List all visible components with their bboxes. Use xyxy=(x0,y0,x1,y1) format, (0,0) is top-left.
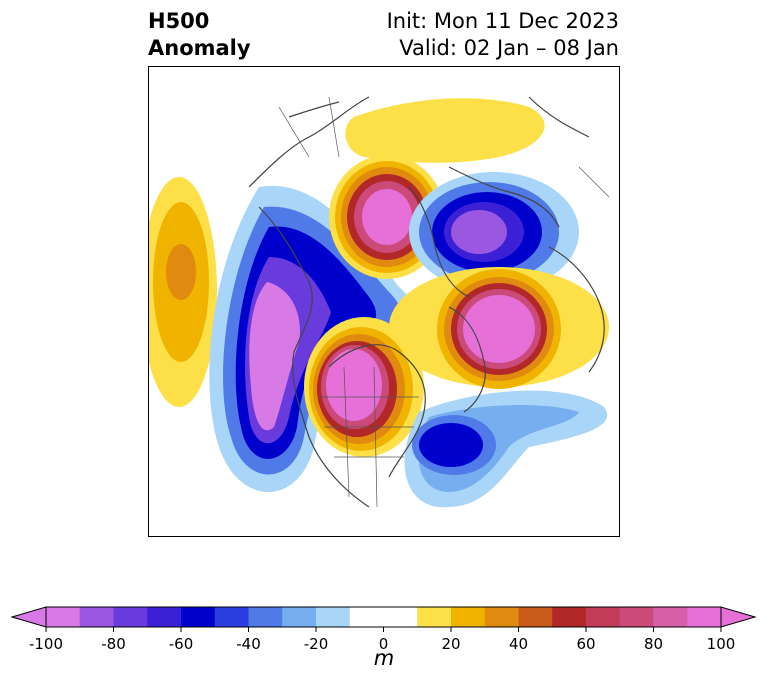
colorbar-tick-label: 0 xyxy=(379,635,389,653)
colorbar-swatch xyxy=(552,607,587,627)
map-title: H500 Anomaly xyxy=(148,8,251,62)
colorbar-tick-label: -60 xyxy=(169,635,194,653)
siberian-trough xyxy=(409,172,579,292)
colorbar-swatch xyxy=(653,607,688,627)
north-america-ridge xyxy=(304,317,424,457)
colorbar-swatch xyxy=(383,607,418,627)
atlantic-trough xyxy=(404,390,608,508)
colorbar: -100 -80 -60 -40 -20 0 20 40 60 80 100 xyxy=(10,606,757,653)
colorbar-tick-label: 100 xyxy=(707,635,736,653)
pacific-ridge xyxy=(149,177,217,407)
colorbar-swatch xyxy=(79,607,114,627)
colorbar-tick-label: 80 xyxy=(644,635,663,653)
colorbar-tick-label: -100 xyxy=(29,635,63,653)
colorbar-swatches xyxy=(46,607,722,627)
colorbar-swatch xyxy=(518,607,553,627)
colorbar-tick-label: -40 xyxy=(236,635,261,653)
colorbar-tick-label: -20 xyxy=(304,635,329,653)
colorbar-label: m xyxy=(373,646,395,670)
colorbar-swatch xyxy=(484,607,519,627)
colorbar-tick-label: 60 xyxy=(576,635,595,653)
colorbar-swatch xyxy=(147,607,182,627)
colorbar-swatch xyxy=(349,607,384,627)
title-variable: H500 xyxy=(148,9,210,33)
colorbar-swatch xyxy=(687,607,722,627)
colorbar-tick-label: 40 xyxy=(509,635,528,653)
colorbar-swatch xyxy=(417,607,452,627)
colorbar-swatch xyxy=(451,607,486,627)
colorbar-swatch xyxy=(181,607,216,627)
arctic-ridge xyxy=(345,98,545,163)
colorbar-swatch xyxy=(586,607,621,627)
colorbar-swatch xyxy=(214,607,249,627)
colorbar-tick-label: -80 xyxy=(101,635,126,653)
colorbar-swatch xyxy=(282,607,317,627)
coastlines xyxy=(248,96,605,508)
colorbar-swatch xyxy=(316,607,351,627)
map-canvas xyxy=(149,96,610,508)
colorbar-ticks: -100 -80 -60 -40 -20 0 20 40 60 80 100 xyxy=(29,627,735,653)
colorbar-swatch xyxy=(248,607,283,627)
colorbar-swatch xyxy=(46,607,81,627)
title-type: Anomaly xyxy=(148,36,251,60)
borders xyxy=(278,96,610,508)
valid-range: Valid: 02 Jan – 08 Jan xyxy=(399,36,619,60)
colorbar-swatch xyxy=(113,607,148,627)
eurasian-ridge xyxy=(389,267,609,389)
colorbar-extend-left xyxy=(10,606,47,628)
init-date: Init: Mon 11 Dec 2023 xyxy=(386,9,619,33)
colorbar-tick-label: 20 xyxy=(441,635,460,653)
map-dates: Init: Mon 11 Dec 2023 Valid: 02 Jan – 08… xyxy=(387,8,619,62)
colorbar-swatch xyxy=(619,607,654,627)
colorbar-extend-right xyxy=(720,606,757,628)
anomaly-map xyxy=(148,66,620,537)
